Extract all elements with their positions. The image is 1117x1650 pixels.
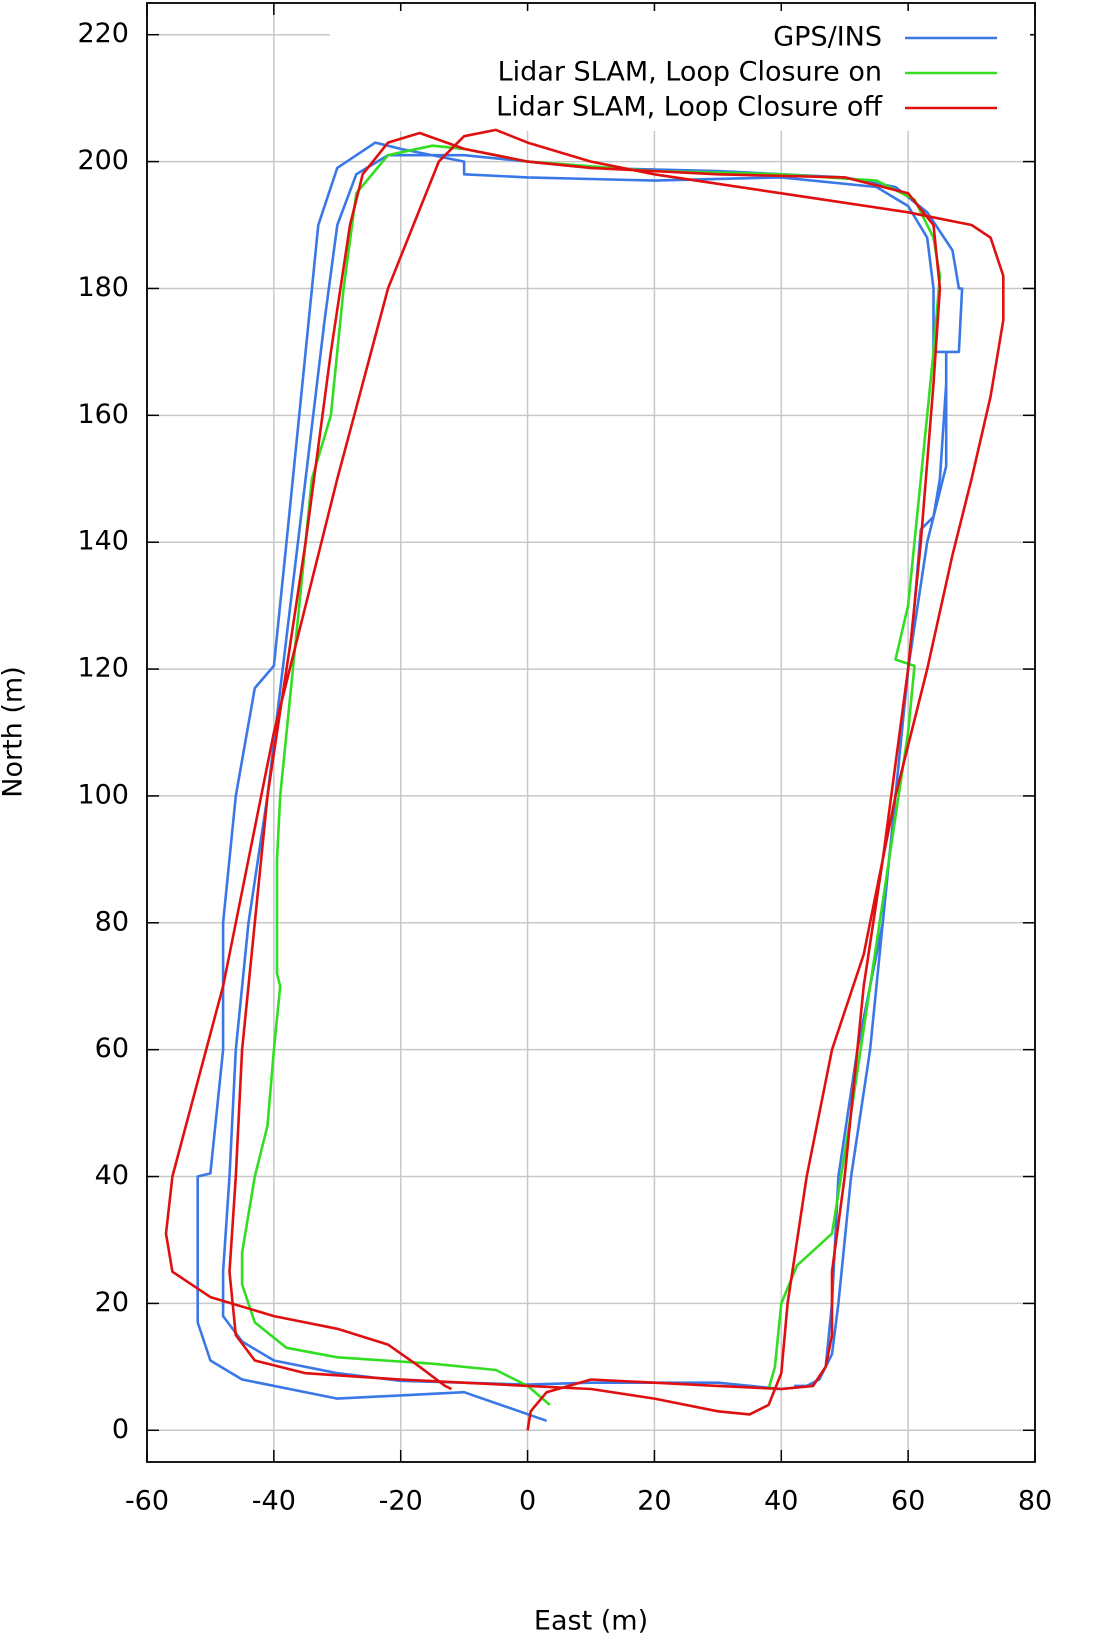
x-axis-label: East (m) bbox=[534, 1606, 648, 1637]
plot-frame bbox=[146, 2, 1036, 1463]
x-tick-label: 80 bbox=[1018, 1486, 1052, 1517]
legend-label: Lidar SLAM, Loop Closure on bbox=[498, 57, 882, 88]
y-tick-label: 140 bbox=[77, 526, 129, 557]
y-tick-label: 40 bbox=[95, 1160, 129, 1191]
legend-label: Lidar SLAM, Loop Closure off bbox=[496, 92, 883, 123]
y-tick-label: 200 bbox=[77, 145, 129, 176]
y-tick-label: 80 bbox=[95, 906, 129, 937]
y-tick-label: 60 bbox=[95, 1033, 129, 1064]
x-tick-label: -40 bbox=[252, 1486, 296, 1517]
y-tick-label: 0 bbox=[112, 1414, 129, 1445]
x-tick-label: -20 bbox=[379, 1486, 423, 1517]
y-tick-label: 120 bbox=[77, 653, 129, 684]
legend-label: GPS/INS bbox=[773, 22, 882, 53]
data-line bbox=[164, 128, 1005, 1431]
y-tick-label: 20 bbox=[95, 1287, 129, 1318]
x-tick-label: -60 bbox=[125, 1486, 169, 1517]
x-tick-label: 40 bbox=[764, 1486, 798, 1517]
legend-background bbox=[330, 11, 1030, 131]
y-axis-label: North (m) bbox=[0, 666, 29, 797]
y-tick-label: 100 bbox=[77, 779, 129, 810]
data-line bbox=[240, 144, 942, 1406]
x-tick-label: 20 bbox=[637, 1486, 671, 1517]
x-tick-label: 60 bbox=[891, 1486, 925, 1517]
y-tick-label: 160 bbox=[77, 399, 129, 430]
y-tick-label: 220 bbox=[77, 18, 129, 49]
x-tick-label: 0 bbox=[519, 1486, 536, 1517]
y-tick-label: 180 bbox=[77, 272, 129, 303]
data-line bbox=[196, 141, 964, 1423]
